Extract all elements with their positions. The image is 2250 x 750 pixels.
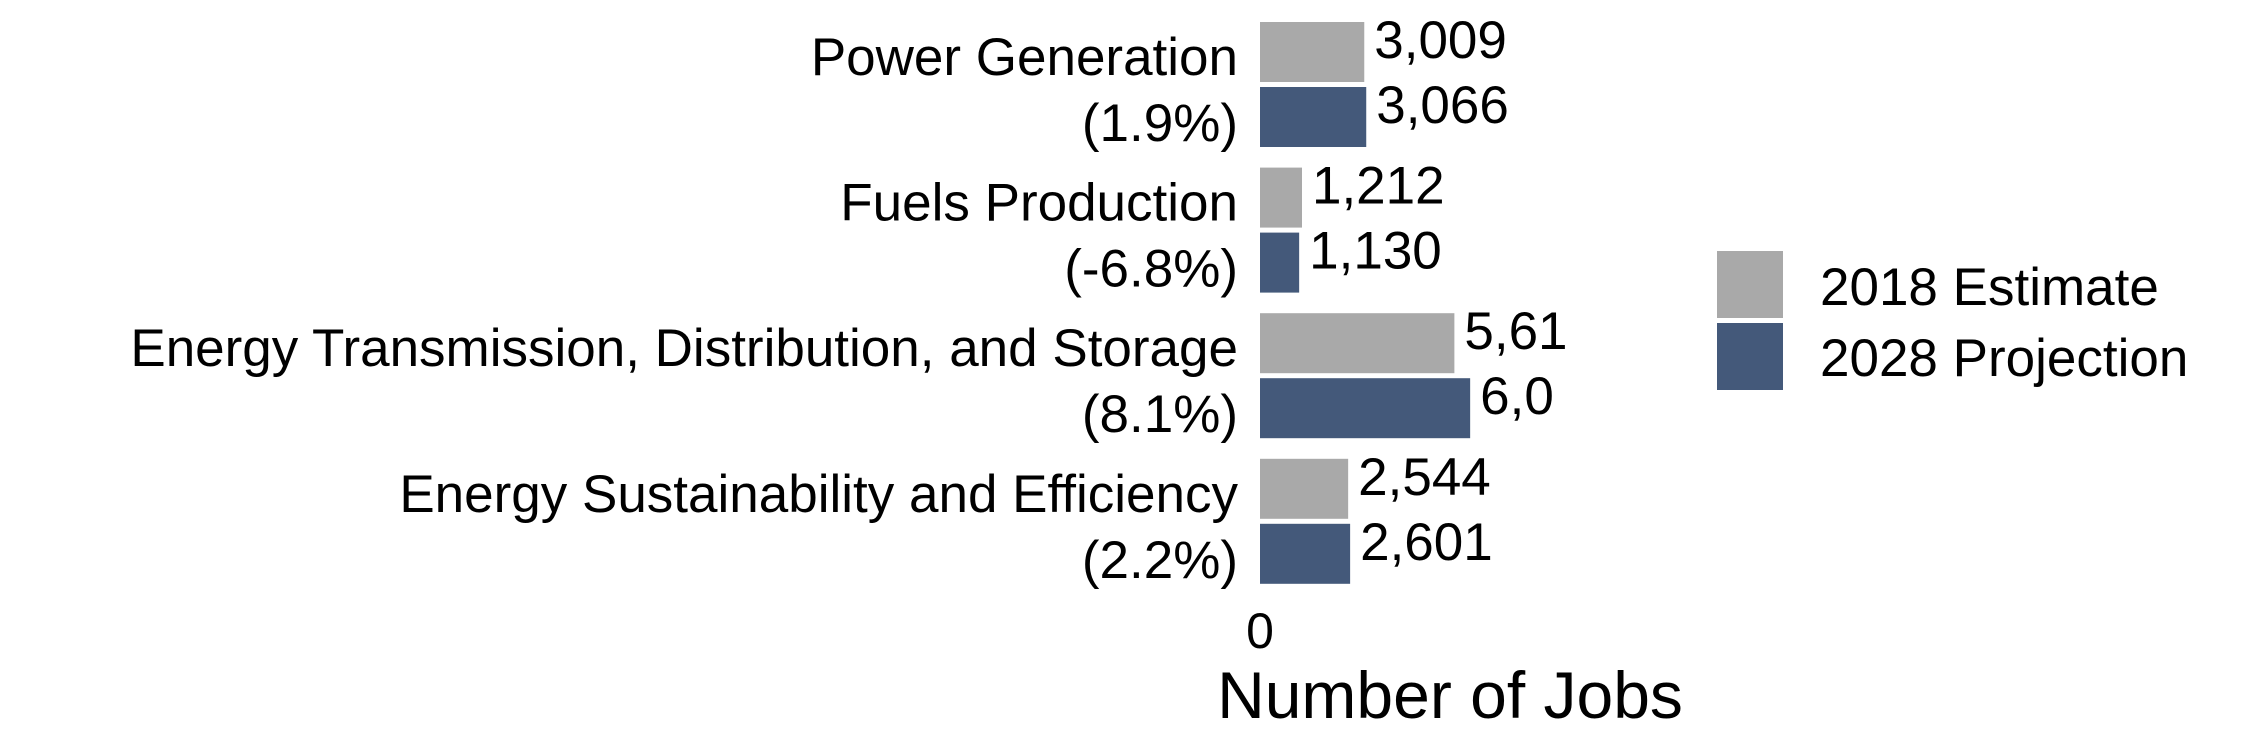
category-change-label: (-6.8%): [1064, 240, 1238, 299]
legend-swatch-2018: [1717, 251, 1783, 318]
bar-2028-3: [1260, 523, 1351, 584]
bar-2028-2: [1260, 378, 1471, 439]
category-labels: Power Generation (1.9%) Fuels Production (-…: [130, 28, 1238, 590]
legend-label-2028: 2028 Projection: [1820, 329, 2188, 388]
value-label: 3,009: [1374, 11, 1507, 70]
category-change-label: (2.2%): [1082, 531, 1238, 590]
value-label: 2,601: [1360, 513, 1493, 572]
bar-2018-0: [1260, 22, 1365, 82]
category-change-label: (1.9%): [1082, 94, 1238, 153]
category-change-label: (8.1%): [1082, 385, 1238, 444]
bar-2028-1: [1260, 232, 1300, 293]
value-label: 1,130: [1309, 222, 1442, 281]
category-label: Energy Sustainability and Efficiency: [399, 465, 1238, 524]
x-tick-label: 0: [1246, 603, 1274, 659]
bar-2018-2: [1260, 313, 1455, 374]
legend: 2018 Estimate 2028 Projection: [1717, 251, 2188, 390]
x-axis-title: Number of Jobs: [1217, 658, 1683, 732]
category-label: Power Generation: [811, 28, 1238, 87]
bar-2018-3: [1260, 458, 1349, 519]
value-label: 2,544: [1358, 448, 1491, 507]
legend-label-2018: 2018 Estimate: [1820, 258, 2159, 317]
value-label: 3,066: [1376, 76, 1509, 135]
bar-2018-1: [1260, 167, 1302, 228]
value-label: 6,0: [1480, 367, 1554, 426]
category-label: Fuels Production: [840, 174, 1238, 233]
legend-swatch-2028: [1717, 323, 1783, 390]
value-label: 1,212: [1312, 157, 1445, 216]
category-label: Energy Transmission, Distribution, and S…: [130, 319, 1238, 378]
bars-layer: [1260, 22, 1471, 584]
value-label: 5,61: [1464, 302, 1567, 361]
bar-2028-0: [1260, 87, 1367, 147]
value-labels: 3,009 3,066 1,212 1,130 5,61 6,0 2,544 2,601: [1309, 11, 1567, 572]
